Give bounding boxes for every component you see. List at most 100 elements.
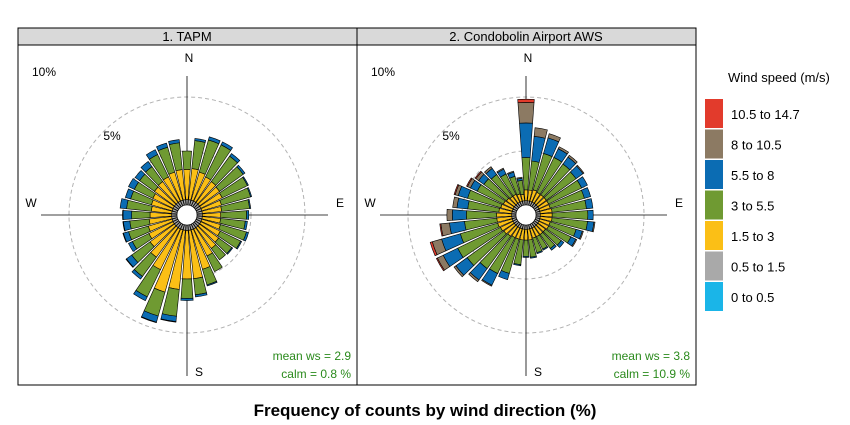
- wedge-180-5.5-to-8: [180, 297, 194, 301]
- wedge-210-5.5-to-8: [133, 289, 148, 302]
- panel-1-calm-label: calm =: [281, 367, 320, 381]
- wedge-170-5.5-to-8: [194, 292, 208, 298]
- legend-swatch-5: [705, 251, 723, 281]
- panel-2-calm-value: 10.9 %: [653, 367, 691, 381]
- wedge-270-8-to-10.5: [446, 209, 453, 221]
- wedge-350-8-to-10.5: [516, 176, 523, 180]
- wedge-290-10.5-to-14.7: [453, 184, 460, 196]
- panel-1-rose: N E S W 5% 10%: [25, 51, 344, 379]
- direction-label-S: S: [195, 365, 203, 379]
- direction-label-E: E: [336, 196, 344, 210]
- wedge-70-5.5-to-8: [581, 187, 592, 199]
- panel-1: 1. TAPM N E S W 5% 10% mean ws = 2.9 calm = 0…: [17, 27, 358, 386]
- wedge-330-5.5-to-8: [145, 149, 159, 160]
- legend-title: Wind speed (m/s): [728, 70, 830, 85]
- legend-label-5: 0.5 to 1.5: [731, 260, 785, 275]
- wedge-20-8-to-10.5: [547, 133, 561, 143]
- wedge-270-0.5-to-1.5: [511, 213, 517, 217]
- legend-swatch-4: [705, 221, 723, 250]
- legend-label-6: 0 to 0.5: [731, 290, 774, 305]
- wedge-180-1.5-to-3: [523, 228, 529, 241]
- legend-swatch-2: [705, 160, 723, 189]
- legend-label-2: 5.5 to 8: [731, 168, 774, 183]
- wedge-270-5.5-to-8: [122, 210, 133, 220]
- wedge-90-0.5-to-1.5: [196, 213, 203, 217]
- panel-1-calm-value: 0.8 %: [320, 367, 351, 381]
- wedge-290-5.5-to-8: [125, 188, 134, 200]
- panel-2-mean-ws: mean ws = 3.8: [612, 349, 691, 363]
- wedge-0-3-to-5.5: [182, 150, 192, 170]
- wedge-10-8-to-10.5: [533, 127, 548, 139]
- wedge-310-5.5-to-8: [134, 170, 146, 182]
- wedge-0-0.5-to-1.5: [185, 199, 189, 206]
- wedge-90-1.5-to-3: [539, 212, 553, 218]
- wedge-180-0.5-to-1.5: [524, 224, 528, 230]
- wedge-240-5.5-to-8: [128, 241, 138, 252]
- wedge-200-8-to-10.5: [140, 316, 157, 324]
- panel-1-mean-ws: mean ws = 2.9: [273, 349, 352, 363]
- legend-swatch-6: [705, 282, 723, 311]
- wedge-0-5.5-to-8: [519, 122, 533, 158]
- panel-1-mean-ws-value: 2.9: [334, 349, 351, 363]
- wedge-260-8-to-10.5: [122, 221, 126, 232]
- calm-circle: [515, 204, 537, 226]
- wedge-190-8-to-10.5: [160, 318, 177, 323]
- wedge-310-10.5-to-14.7: [474, 170, 483, 180]
- wedge-280-8-to-10.5: [452, 196, 460, 209]
- wedge-270-0.5-to-1.5: [171, 213, 178, 217]
- panel-2-mean-ws-value: 3.8: [673, 349, 690, 363]
- wedge-150-5.5-to-8: [542, 246, 549, 251]
- wedge-60-5.5-to-8: [576, 176, 588, 189]
- legend-label-0: 10.5 to 14.7: [731, 107, 800, 122]
- wedge-300-10.5-to-14.7: [466, 177, 473, 187]
- wedge-270-3-to-5.5: [131, 210, 151, 220]
- ring-label-10pct: 10%: [371, 65, 395, 79]
- wedge-140-3-to-5.5: [210, 244, 226, 261]
- wedge-270-5.5-to-8: [451, 209, 467, 221]
- legend-label-1: 8 to 10.5: [731, 138, 782, 153]
- wedge-270-8-to-10.5: [122, 210, 124, 220]
- panel-2-calm-label: calm =: [614, 367, 653, 381]
- wedge-110-5.5-to-8: [243, 231, 249, 242]
- direction-label-S: S: [534, 365, 542, 379]
- legend-swatch-1: [705, 129, 723, 159]
- wedge-30-8-to-10.5: [557, 146, 569, 155]
- direction-label-W: W: [364, 196, 376, 210]
- wedge-280-5.5-to-8: [119, 198, 129, 210]
- wedge-90-0.5-to-1.5: [535, 213, 541, 217]
- wedge-40-8-to-10.5: [567, 154, 578, 165]
- wedge-180-3-to-5.5: [522, 239, 530, 257]
- wedge-180-3-to-5.5: [180, 278, 194, 299]
- wedge-140-5.5-to-8: [549, 244, 557, 251]
- wedge-70-5.5-to-8: [246, 187, 253, 198]
- wedge-90-3-to-5.5: [220, 210, 247, 220]
- wedge-340-5.5-to-8: [156, 142, 169, 152]
- ring-label-5pct: 5%: [103, 129, 121, 143]
- wedge-110-8-to-10.5: [579, 230, 584, 240]
- wedge-330-8-to-10.5: [496, 167, 505, 174]
- direction-label-W: W: [25, 196, 37, 210]
- wedge-50-5.5-to-8: [236, 164, 246, 175]
- wedge-240-10.5-to-14.7: [435, 257, 445, 272]
- wedge-250-8-to-10.5: [122, 232, 128, 243]
- x-axis-title: Frequency of counts by wind direction (%…: [254, 401, 597, 420]
- panel-2-title: 2. Condobolin Airport AWS: [449, 29, 603, 44]
- wedge-160-5.5-to-8: [206, 280, 218, 287]
- wedge-190-5.5-to-8: [513, 263, 522, 267]
- wedge-230-8-to-10.5: [453, 265, 465, 278]
- panel-2-calm: calm = 10.9 %: [614, 367, 691, 381]
- wedge-150-3-to-5.5: [206, 252, 223, 273]
- panel-2: 2. Condobolin Airport AWS N E S W 5% 10% mean…: [356, 27, 697, 386]
- wedge-320-8-to-10.5: [484, 166, 493, 175]
- wedge-90-5.5-to-8: [587, 209, 594, 221]
- wedge-20-5.5-to-8: [208, 136, 221, 145]
- wedge-100-8-to-10.5: [591, 221, 596, 233]
- panel-2-mean-ws-label: mean ws =: [612, 349, 674, 363]
- wedge-160-5.5-to-8: [536, 250, 543, 255]
- legend-swatch-0: [705, 99, 723, 128]
- wedge-0-1.5-to-3: [523, 189, 529, 202]
- wedge-200-5.5-to-8: [498, 270, 510, 281]
- wedge-210-8-to-10.5: [481, 279, 493, 287]
- ring-label-10pct: 10%: [32, 65, 56, 79]
